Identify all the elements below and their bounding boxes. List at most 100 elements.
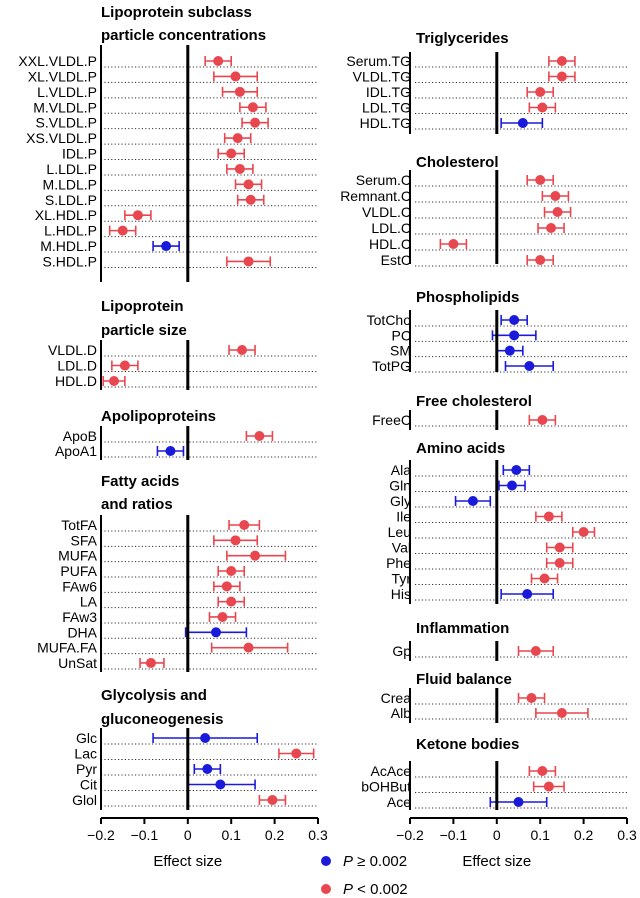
point-estimate xyxy=(530,646,541,656)
row-label: TotFA xyxy=(61,517,97,533)
row-label: Ala xyxy=(391,462,411,478)
panel-title: gluconeogenesis xyxy=(101,711,224,728)
legend: P ≥ 0.002 P < 0.002 xyxy=(321,853,408,898)
row-leu: Leu xyxy=(388,524,627,540)
point-estimate xyxy=(550,191,561,201)
point-estimate xyxy=(250,117,261,128)
point-estimate xyxy=(213,56,224,66)
point-estimate xyxy=(132,210,143,221)
panel-inflammation: Inflammation Gp xyxy=(392,620,627,661)
row-label: bOHBut xyxy=(361,779,411,795)
panel-title: particle size xyxy=(101,322,187,339)
right-x-axis: −0.2 −0.1 0 0.1 0.2 0.3 Effect size xyxy=(396,817,637,870)
panel-cholesterol: Cholesterol Serum.CRemnant.CVLDL.CLDL.CHD… xyxy=(340,154,627,268)
row-remnant-c: Remnant.C xyxy=(340,188,627,204)
row-label: Gly xyxy=(390,493,411,509)
panel-free-cholesterol: Free cholesterol FreeC xyxy=(372,393,627,430)
point-estimate xyxy=(517,118,528,128)
row-m-hdl-p: M.HDL.P xyxy=(40,238,318,254)
panel-title: Lipoprotein xyxy=(101,298,184,315)
row-totfa: TotFA xyxy=(61,517,318,533)
point-estimate xyxy=(250,550,261,561)
left-x-axis: −0.2 −0.1 0 0.1 0.2 0.3 Effect size xyxy=(87,817,328,870)
row-label: Gp xyxy=(392,643,411,659)
x-tick-label: 0 xyxy=(493,827,501,843)
row-hdl-d: HDL.D xyxy=(55,373,318,389)
panel-title: Glycolysis and xyxy=(101,687,207,704)
row-xl-hdl-p: XL.HDL.P xyxy=(35,207,318,223)
point-estimate xyxy=(202,764,213,774)
point-estimate xyxy=(554,558,565,568)
point-estimate xyxy=(535,175,546,185)
row-cit: Cit xyxy=(80,777,318,793)
row-bohbut: bOHBut xyxy=(361,779,627,795)
point-estimate xyxy=(552,207,563,217)
row-phe: Phe xyxy=(386,555,627,571)
point-estimate xyxy=(230,535,241,546)
row-idl-p: IDL.P xyxy=(62,146,318,162)
point-estimate xyxy=(165,446,176,456)
row-label: TotCho xyxy=(367,312,412,328)
panel-title: and ratios xyxy=(101,496,173,513)
point-estimate xyxy=(513,797,524,807)
row-m-ldl-p: M.LDL.P xyxy=(43,176,318,192)
point-estimate xyxy=(546,223,557,233)
row-label: Remnant.C xyxy=(340,188,411,204)
x-tick-label: 0.3 xyxy=(617,827,637,843)
point-estimate xyxy=(161,241,172,252)
point-estimate xyxy=(556,708,567,718)
point-estimate xyxy=(578,527,589,537)
point-estimate xyxy=(145,657,156,668)
row-label: VLDL.TG xyxy=(353,69,411,85)
row-faw6: FAw6 xyxy=(62,578,318,594)
row-label: VLDL.C xyxy=(362,204,411,220)
row-label: XL.VLDL.P xyxy=(28,68,97,84)
point-estimate xyxy=(234,86,245,97)
panel-title: Amino acids xyxy=(416,440,505,457)
row-apob: ApoB xyxy=(63,428,318,444)
row-label: M.HDL.P xyxy=(40,238,97,254)
row-apoa1: ApoA1 xyxy=(55,443,318,459)
legend-marker xyxy=(321,856,331,866)
row-label: XS.VLDL.P xyxy=(26,130,97,146)
x-tick-label: 0.2 xyxy=(265,827,285,843)
row-gp: Gp xyxy=(392,643,627,659)
row-label: EstC xyxy=(381,252,411,268)
row-mufa-fa: MUFA.FA xyxy=(37,640,318,656)
row-sfa: SFA xyxy=(71,532,318,548)
row-label: Lac xyxy=(74,746,97,762)
point-estimate xyxy=(522,589,533,599)
row-glc: Glc xyxy=(76,730,318,746)
point-estimate xyxy=(537,102,548,113)
legend-label: P < 0.002 xyxy=(343,881,408,898)
row-tyr: Tyr xyxy=(392,571,627,587)
row-label: S.VLDL.P xyxy=(36,115,97,131)
point-estimate xyxy=(226,565,237,576)
panel-triglycerides: Triglycerides Serum.TGVLDL.TGIDL.TGLDL.TG… xyxy=(346,30,627,134)
right-column: Triglycerides Serum.TGVLDL.TGIDL.TGLDL.TG… xyxy=(340,30,627,810)
point-estimate xyxy=(117,225,128,236)
point-estimate xyxy=(239,520,250,530)
row-ldl-d: LDL.D xyxy=(57,358,318,374)
row-xxl-vldl-p: XXL.VLDL.P xyxy=(18,53,318,69)
row-faw3: FAw3 xyxy=(62,609,318,625)
row-label: LDL.TG xyxy=(362,100,411,116)
row-label: Gln xyxy=(389,478,411,494)
row-label: HDL.D xyxy=(55,373,97,389)
point-estimate xyxy=(539,573,550,584)
row-pyr: Pyr xyxy=(76,761,318,777)
row-val: Val xyxy=(392,540,627,556)
point-estimate xyxy=(221,581,232,592)
point-estimate xyxy=(211,627,222,638)
row-label: PC xyxy=(392,327,411,343)
row-glol: Glol xyxy=(72,792,318,808)
point-estimate xyxy=(554,542,565,553)
row-l-vldl-p: L.VLDL.P xyxy=(37,84,318,100)
panel-title: Lipoprotein subclass xyxy=(101,4,252,21)
row-vldl-d: VLDL.D xyxy=(48,342,318,358)
point-estimate xyxy=(535,87,546,97)
point-estimate xyxy=(535,255,546,265)
